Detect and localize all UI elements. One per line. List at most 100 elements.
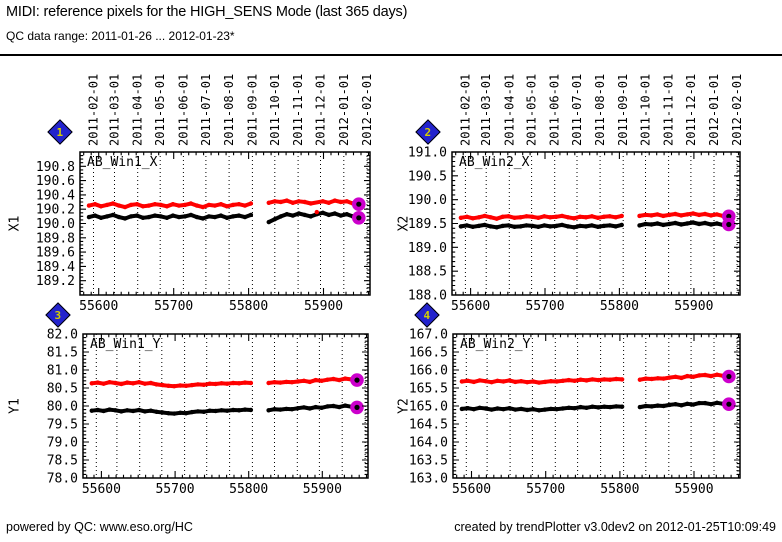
series-red-point [513, 379, 518, 385]
series-black-point [679, 403, 684, 408]
date-tick-label: 2011-03-01 [479, 74, 493, 146]
series-red-point [584, 378, 589, 383]
series-red-point [607, 214, 612, 219]
series-black-point [231, 407, 236, 413]
series-black-point [649, 404, 654, 409]
y-tick-label: 165.5 [409, 382, 448, 397]
series-black-point [164, 215, 170, 220]
series-red-point [667, 375, 672, 380]
series-black-point [583, 224, 589, 229]
date-tick-label: 2011-07-01 [199, 74, 213, 146]
series-black-point [470, 224, 475, 229]
series-black-point [89, 408, 95, 413]
series-red-point [530, 214, 535, 219]
date-tick-label: 2011-11-01 [662, 74, 676, 146]
series-red-point [164, 204, 170, 209]
series-red-point [213, 381, 218, 387]
x-tick-label: 55700 [525, 299, 564, 314]
series-black-point [649, 222, 654, 227]
series-black-point [708, 402, 714, 407]
series-red-point [714, 212, 720, 217]
series-red-point [194, 203, 200, 208]
y-tick-label: 189.5 [408, 217, 447, 232]
series-black-point [542, 223, 547, 228]
series-red-point [201, 382, 206, 387]
series-red-point [314, 209, 319, 215]
series-black-point [242, 214, 248, 220]
series-black-point [213, 408, 218, 414]
series-red-point [667, 212, 672, 218]
series-black-point [554, 407, 559, 412]
series-black-point [104, 214, 110, 219]
y-tick-label: 78.0 [47, 472, 78, 487]
series-black-point [589, 223, 595, 228]
series-black-point [332, 211, 337, 216]
y-tick-label: 163.5 [409, 454, 448, 469]
latest-point-dot [726, 213, 732, 219]
series-red-band [459, 372, 731, 385]
series-red-point [702, 372, 708, 378]
series-black-point [548, 224, 553, 229]
series-red-point [655, 376, 660, 381]
series-red-point [589, 214, 595, 219]
series-red-point [278, 199, 283, 205]
series-red-point [506, 214, 511, 219]
series-red-point [483, 379, 488, 384]
series-red-point [290, 200, 295, 205]
date-tick-label: 2011-02-01 [458, 74, 472, 146]
date-tick-label: 2011-04-01 [131, 74, 145, 146]
series-red-point [691, 374, 696, 379]
series-red-point [332, 198, 337, 203]
series-black-band [459, 400, 731, 413]
series-black-point [119, 409, 124, 414]
series-red-point [225, 381, 230, 386]
series-red-point [343, 376, 348, 381]
x-tick-label: 55700 [526, 482, 565, 497]
series-red-point [501, 379, 506, 384]
y-tick-label: 190.2 [36, 203, 75, 218]
axis-ticks [80, 151, 370, 296]
series-black-point [572, 406, 577, 411]
series-black-point [637, 223, 642, 228]
series-red-point [200, 204, 206, 210]
series-black-point [325, 404, 330, 409]
series-black-point [643, 221, 648, 227]
series-red-point [236, 202, 242, 207]
y-axis-title: X1 [8, 216, 23, 232]
series-black-point [152, 213, 158, 218]
footer-powered-by[interactable]: powered by QC: www.eso.org/HC [6, 520, 193, 534]
series-black-point [307, 406, 312, 411]
series-black-point [619, 404, 625, 409]
series-black-point [266, 219, 271, 225]
series-red-point [572, 378, 577, 383]
series-black-point [200, 216, 206, 221]
series-black-point [278, 214, 283, 219]
series-red-point [471, 379, 476, 385]
series-red-point [272, 380, 277, 385]
series-black-point [148, 408, 153, 413]
series-black-point [673, 220, 678, 226]
series-red-point [142, 381, 148, 386]
series-black-point [507, 406, 512, 411]
latest-point-dot [356, 201, 362, 207]
series-red-point [295, 379, 301, 384]
series-black-point [614, 404, 619, 409]
series-black-point [302, 212, 307, 218]
series-red-point [266, 380, 271, 386]
series-red-point [272, 199, 277, 204]
panel-3-group: 78.0 78.5 79.0 79.5 80.0 80.5 81.0 81.5 82.0 5560… [8, 328, 369, 497]
series-black-point [98, 215, 104, 220]
series-red-point [590, 377, 595, 382]
series-red-point [464, 214, 470, 219]
series-red-point [696, 212, 702, 218]
latest-point-dot [726, 401, 732, 407]
series-red-point [242, 380, 248, 385]
series-red-point [512, 215, 517, 220]
panel-4-group: 163.0 163.5 164.0 164.5 165.0 165.5 166.0 166.5… [397, 328, 741, 497]
series-red-point [230, 202, 236, 208]
series-black-point [566, 405, 571, 410]
series-red-point [488, 215, 493, 220]
series-red-point [284, 198, 289, 203]
series-red-point [337, 377, 342, 383]
series-red-point [697, 373, 702, 378]
